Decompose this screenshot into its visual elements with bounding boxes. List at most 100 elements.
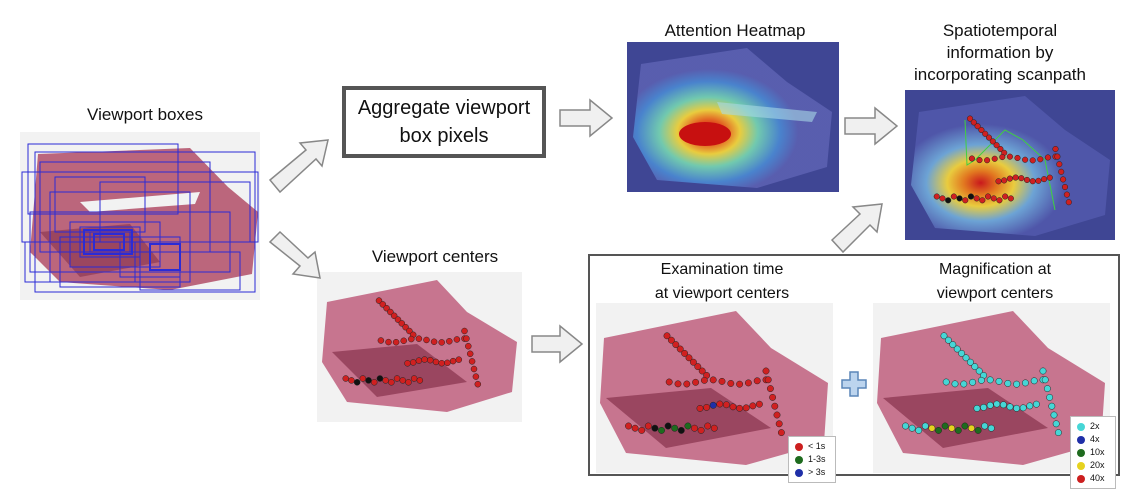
scanpath-dot <box>742 404 750 412</box>
exam-time-title: Examination time at viewport centers <box>612 258 832 306</box>
scanpath-dot <box>402 323 409 331</box>
scanpath-dot <box>729 403 737 411</box>
scanpath-dot <box>709 376 717 384</box>
arrow-to-heatmap <box>559 98 614 138</box>
arrow-to-spatiotemporal <box>844 106 899 146</box>
scanpath-dot <box>1046 174 1053 181</box>
scanpath-dot <box>1007 195 1014 202</box>
scanpath-dot <box>736 380 744 388</box>
scanpath-dot <box>948 424 956 432</box>
scanpath-dot <box>676 345 684 353</box>
scanpath-dot <box>753 377 761 385</box>
scanpath-dot <box>415 335 423 342</box>
scanpath-dot <box>683 380 691 388</box>
scanpath-dot <box>694 363 702 371</box>
scanpath-dot <box>1039 367 1047 375</box>
scanpath-dot <box>472 373 480 380</box>
scanpath-dot <box>691 424 698 432</box>
scanpath-dot <box>951 380 959 388</box>
scanpath-dot <box>698 367 706 375</box>
time-legend-label: 1-3s <box>808 454 826 464</box>
spatiotemporal-line-3: incorporating scanpath <box>913 65 1086 84</box>
scanpath-dot <box>939 195 946 202</box>
viewport-centers-image <box>317 272 522 422</box>
scanpath-dot <box>696 404 704 412</box>
scanpath-dot <box>416 377 424 384</box>
time-legend-row: < 1s <box>795 440 829 453</box>
scanpath-dot <box>995 377 1003 385</box>
scanpath-dots <box>933 115 1072 206</box>
scanpath-dot <box>991 155 998 162</box>
mag-legend-label: 4x <box>1090 434 1100 444</box>
scanpath-dot <box>1056 161 1063 168</box>
aggregate-line-2: box pixels <box>399 125 489 147</box>
scanpath-dot <box>1030 377 1038 385</box>
viewport-boxes-image <box>20 132 260 300</box>
viewport-boxes-title: Viewport boxes <box>87 105 203 124</box>
scanpath-dot <box>976 157 983 164</box>
scanpath-dot <box>423 336 430 344</box>
exam-time-line-2: at viewport centers <box>654 285 790 302</box>
time-legend-row: 1-3s <box>795 453 829 466</box>
scanpath-dot <box>771 402 779 410</box>
scanpath-dot <box>718 377 726 385</box>
scanpath-dot <box>1060 176 1067 183</box>
scanpath-dot <box>974 123 981 130</box>
scanpath-dot <box>933 193 940 200</box>
mag-legend-label: 20x <box>1090 460 1105 470</box>
scanpath-dot <box>969 378 977 386</box>
attention-heatmap-svg <box>627 42 839 192</box>
scanpath-dot <box>949 341 957 349</box>
scanpath-dot <box>406 327 413 335</box>
scanpath-dot <box>689 358 697 366</box>
scanpath-dot <box>996 197 1003 204</box>
scanpath-dot <box>974 426 982 434</box>
scanpath-dot <box>956 195 963 202</box>
scanpath-dot <box>644 422 652 430</box>
scanpath-dot <box>651 424 659 432</box>
scanpath-dot <box>399 377 406 384</box>
scanpath-dot <box>999 401 1007 409</box>
scanpath-dot <box>961 422 969 430</box>
scanpath-dot <box>1054 429 1062 437</box>
scanpath-dot <box>710 424 718 432</box>
scanpath-dot <box>663 332 671 340</box>
arrow-panel-up <box>830 203 883 254</box>
scanpath-dot <box>777 429 785 437</box>
spatiotemporal-svg <box>905 90 1115 240</box>
scanpath-dot <box>400 337 407 345</box>
scanpath-dot <box>671 424 679 432</box>
scanpath-dot <box>463 335 470 342</box>
mag-legend-row: 4x <box>1077 433 1109 446</box>
scanpath-dot <box>968 155 975 162</box>
scanpath-dot <box>978 126 985 134</box>
scanpath-dot <box>970 119 977 126</box>
scanpath-dot <box>387 308 394 316</box>
plus-icon <box>840 370 868 398</box>
scanpath-dot <box>468 358 476 365</box>
attention-heatmap-image <box>627 42 839 192</box>
scanpath-dot <box>986 401 994 409</box>
scanpath-dot <box>985 193 992 200</box>
scanpath-dot <box>1006 153 1013 160</box>
scanpath-dot <box>453 336 461 343</box>
scanpath-dot <box>990 195 997 202</box>
scanpath-dot <box>398 320 406 327</box>
scanpath-dot <box>755 400 763 408</box>
scanpath-dot <box>672 341 680 349</box>
scanpath-dot <box>461 327 468 335</box>
scanpath-dot <box>658 426 665 434</box>
scanpath-dot <box>1041 376 1049 384</box>
scanpath-dot <box>430 338 438 345</box>
scanpath-dot <box>1052 420 1060 428</box>
scanpath-dot <box>697 426 705 434</box>
scanpath-dot <box>1048 402 1056 410</box>
scanpath-dot <box>1035 177 1042 184</box>
viewport-centers-title: Viewport centers <box>371 247 499 266</box>
scanpath-dot <box>446 338 453 345</box>
scanpath-dot <box>766 385 774 393</box>
mag-legend-label: 2x <box>1090 421 1100 431</box>
scanpath-dot <box>975 367 983 375</box>
scanpath-dot <box>950 193 957 200</box>
scanpath-dot <box>1029 157 1036 164</box>
